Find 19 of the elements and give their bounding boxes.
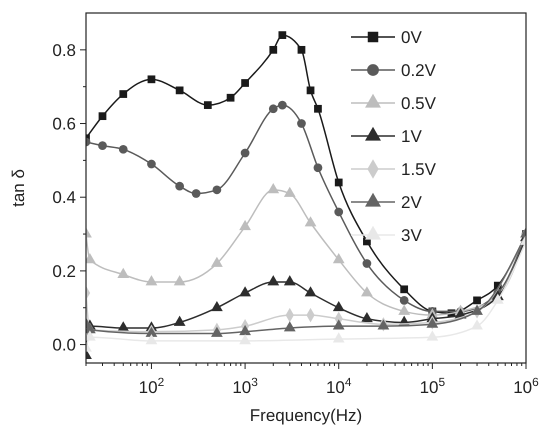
y-tick-label: 0.0 bbox=[52, 336, 76, 355]
x-tick-label: 10$^{2}$ bbox=[138, 375, 165, 397]
legend-label: 1.5V bbox=[401, 160, 437, 179]
legend-label: 0V bbox=[401, 28, 422, 47]
y-tick-label: 0.6 bbox=[52, 114, 76, 134]
legend-label: 3V bbox=[401, 226, 422, 245]
x-tick-label: 10$^{4}$ bbox=[326, 375, 352, 397]
legend-label: 0.2V bbox=[401, 60, 437, 80]
x-tick-label: 10$^{5}$ bbox=[420, 375, 446, 397]
legend-label: 1V bbox=[401, 126, 422, 146]
legend-label: 2V bbox=[401, 192, 422, 212]
x-tick-label: 10$^{6}$ bbox=[513, 375, 539, 397]
legend-label: 0.5V bbox=[401, 94, 437, 113]
x-axis-title: Frequency(Hz) bbox=[250, 406, 362, 425]
y-tick-label: 0.4 bbox=[52, 188, 76, 208]
y-axis-title: tan δ bbox=[9, 169, 28, 207]
y-tick-label: 0.8 bbox=[52, 40, 76, 60]
x-tick-label: 10$^{3}$ bbox=[232, 375, 258, 397]
y-tick-label: 0.2 bbox=[52, 262, 76, 281]
